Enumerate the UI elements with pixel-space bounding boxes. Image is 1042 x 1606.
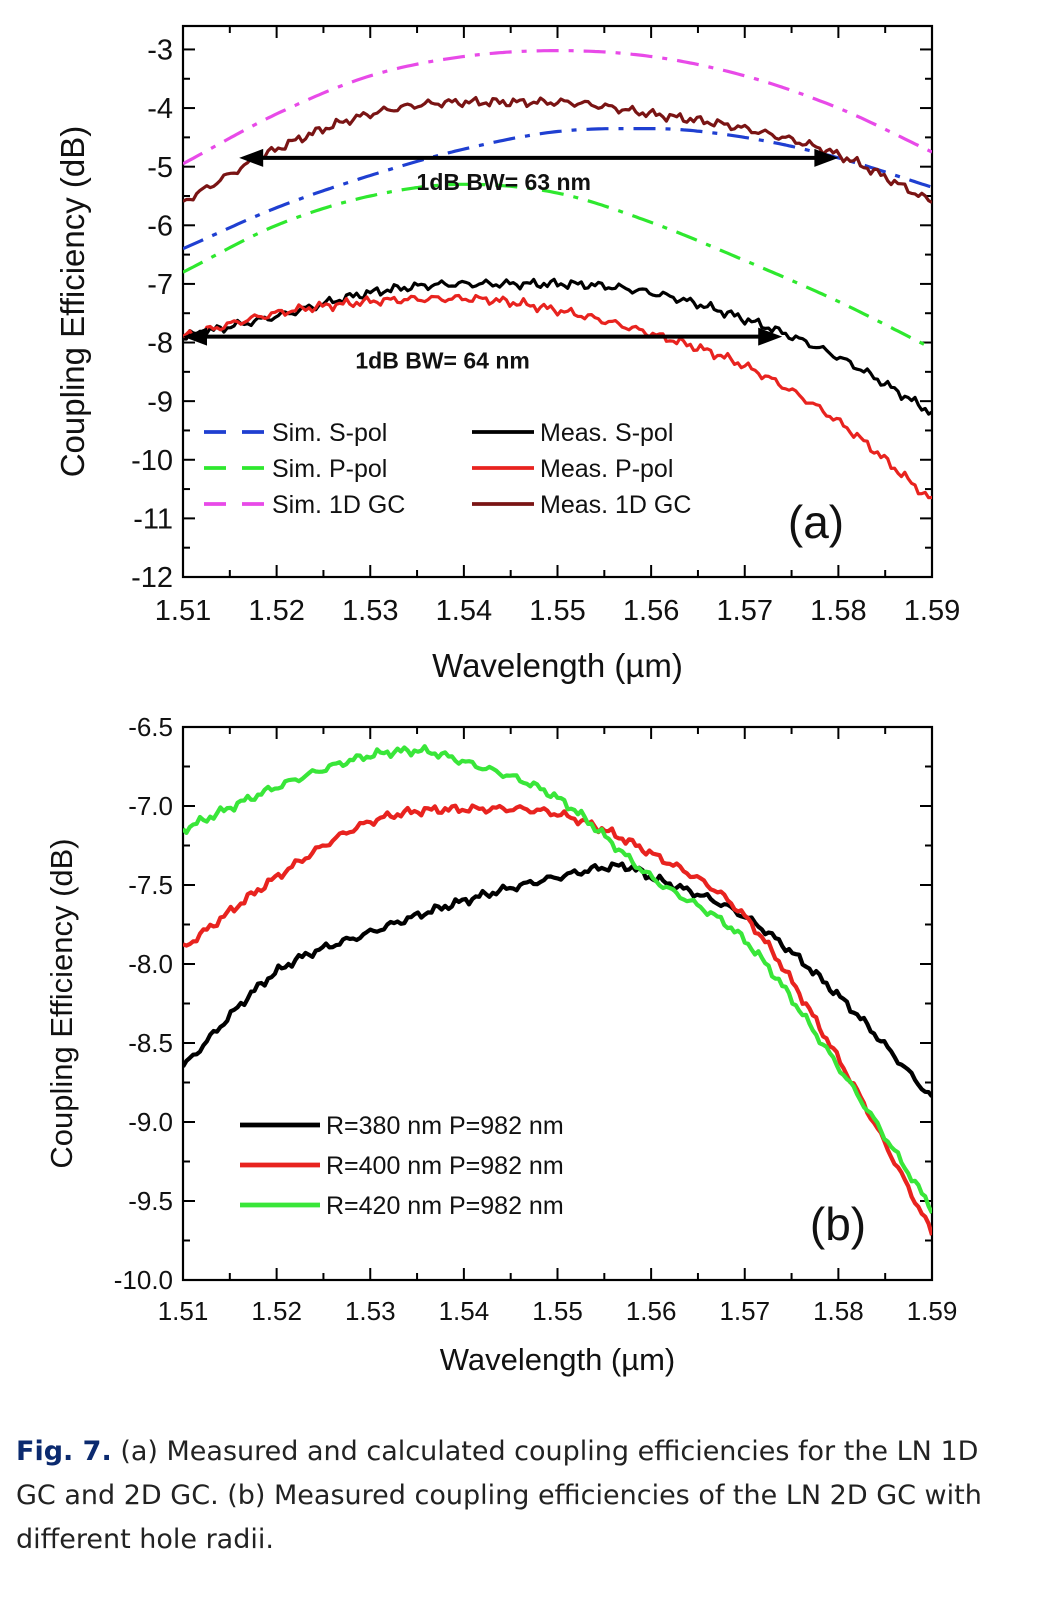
series-line-3	[183, 744, 932, 1214]
x-tick-label: 1.57	[719, 1296, 770, 1326]
y-tick-label: -9.0	[128, 1107, 173, 1137]
series-line-2	[183, 182, 932, 350]
y-tick-label: -9.5	[128, 1186, 173, 1216]
x-tick-label: 1.51	[158, 1296, 209, 1326]
y-tick-label: -6	[147, 210, 173, 242]
legend-label: Meas. P-pol	[540, 455, 673, 483]
bandwidth-label: 1dB BW= 63 nm	[417, 169, 591, 195]
series-line-5	[183, 293, 932, 500]
arrow-head-right	[758, 327, 783, 346]
legend-label: Sim. P-pol	[272, 455, 387, 483]
x-tick-label: 1.52	[248, 595, 304, 627]
arrow-head-left	[239, 148, 264, 167]
legend-label: R=420 nm P=982 nm	[326, 1192, 564, 1220]
series-group	[183, 744, 932, 1236]
y-tick-label: -11	[133, 504, 173, 536]
x-axis-label: Wavelength (µm)	[432, 647, 683, 684]
y-tick-label: -6.5	[128, 712, 173, 742]
series-line-3	[183, 49, 932, 166]
legend-label: Sim. S-pol	[272, 419, 387, 447]
figure: 1.51 1.52 1.53 1.54 1.55 1.56 1.57 1.58 1.59 -3 -4…	[44, 24, 960, 1377]
y-tick-label: -10	[131, 445, 173, 477]
series-line-1	[183, 861, 932, 1098]
x-tick-label: 1.52	[251, 1296, 302, 1326]
x-tick-label: 1.58	[813, 1296, 864, 1326]
x-tick-label: 1.59	[904, 595, 960, 627]
x-tick-label: 1.54	[439, 1296, 490, 1326]
x-tick-label: 1.56	[626, 1296, 677, 1326]
y-tick-label: -8.0	[128, 949, 173, 979]
y-tick-label: -7	[147, 269, 173, 301]
x-tick-label: 1.51	[155, 595, 211, 627]
panel-label: (b)	[810, 1198, 866, 1250]
x-tick-label: 1.54	[436, 595, 492, 627]
series-line-6	[183, 96, 932, 204]
caption-label: Fig. 7.	[16, 1436, 112, 1467]
y-tick-label: -9	[147, 386, 173, 418]
x-tick-label: 1.55	[532, 1296, 583, 1326]
y-tick-label: -7.0	[128, 791, 173, 821]
legend-label: Meas. S-pol	[540, 419, 673, 447]
x-tick-label: 1.57	[717, 595, 773, 627]
y-tick-label: -3	[147, 35, 173, 67]
y-axis-label: Coupling Efficiency (dB)	[54, 126, 91, 478]
x-tick-label: 1.53	[342, 595, 398, 627]
arrow-head-right	[814, 148, 839, 167]
x-tick-label: 1.58	[810, 595, 866, 627]
legend-label: R=400 nm P=982 nm	[326, 1152, 564, 1180]
series-line-1	[183, 127, 932, 251]
series-group	[183, 49, 932, 500]
y-tick-label: -8	[147, 328, 173, 360]
legend-label: Sim. 1D GC	[272, 491, 405, 519]
y-tick-label: -10.0	[114, 1265, 173, 1295]
legend-label: Meas. 1D GC	[540, 491, 691, 519]
y-tick-label: -4	[147, 93, 173, 125]
chart-panel-a: 1.51 1.52 1.53 1.54 1.55 1.56 1.57 1.58 1.59 -3 -4…	[54, 24, 960, 684]
arrow-head-left	[183, 327, 207, 346]
panel-label: (a)	[788, 496, 844, 548]
figure-caption: Fig. 7. (a) Measured and calculated coup…	[16, 1430, 1026, 1562]
y-tick-label: -8.5	[128, 1028, 173, 1058]
caption-text: (a) Measured and calculated coupling eff…	[16, 1436, 982, 1555]
x-axis-label: Wavelength (µm)	[440, 1342, 676, 1377]
series-line-4	[183, 277, 932, 416]
x-tick-label: 1.56	[623, 595, 679, 627]
y-axis-label: Coupling Efficiency (dB)	[44, 838, 79, 1168]
x-tick-label: 1.59	[907, 1296, 958, 1326]
x-tick-label: 1.55	[529, 595, 585, 627]
chart-panel-b: 1.51 1.52 1.53 1.54 1.55 1.56 1.57 1.58 1.59 -6.5…	[44, 712, 957, 1377]
y-tick-label: -5	[147, 152, 173, 184]
x-tick-label: 1.53	[345, 1296, 396, 1326]
bandwidth-label: 1dB BW= 64 nm	[355, 348, 529, 374]
y-tick-label: -12	[131, 562, 173, 594]
series-line-2	[183, 803, 932, 1236]
y-tick-label: -7.5	[128, 870, 173, 900]
legend-label: R=380 nm P=982 nm	[326, 1112, 564, 1140]
